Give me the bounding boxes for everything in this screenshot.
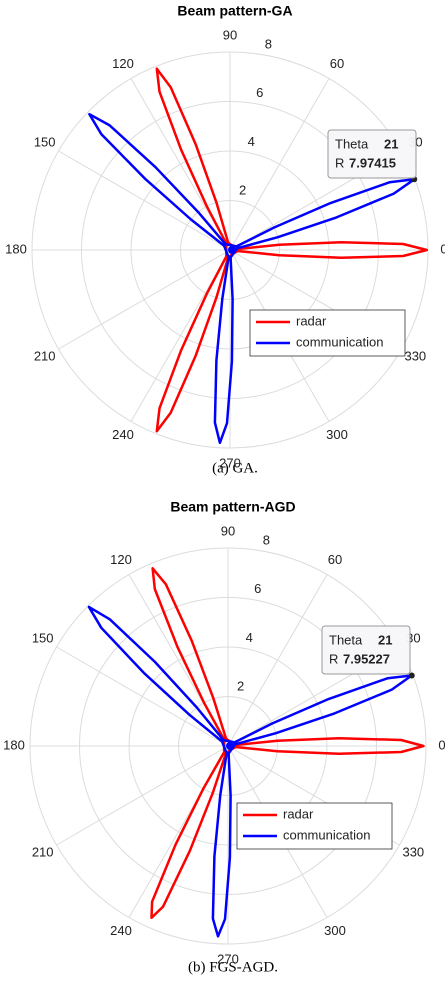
theta-tick-label: 90 bbox=[223, 27, 237, 42]
theta-tick-label: 210 bbox=[32, 844, 54, 859]
polar-chart: Beam pattern-AGD(b) FGS-AGD.030609012015… bbox=[3, 499, 445, 976]
theta-grid-line bbox=[56, 745, 229, 846]
datatip-theta: 21 bbox=[378, 632, 392, 647]
theta-tick-label: 330 bbox=[402, 844, 424, 859]
theta-grid-line bbox=[58, 150, 231, 251]
theta-grid-line bbox=[229, 78, 330, 251]
theta-tick-label: 150 bbox=[32, 630, 54, 645]
theta-grid-line bbox=[58, 249, 231, 350]
legend-label: communication bbox=[283, 827, 370, 842]
beam-line bbox=[87, 605, 413, 938]
theta-tick-label: 60 bbox=[330, 56, 344, 71]
legend-box bbox=[249, 309, 406, 357]
r-tick-label: 4 bbox=[246, 630, 253, 645]
r-tick-label: 2 bbox=[237, 679, 244, 694]
theta-tick-label: 90 bbox=[221, 523, 235, 538]
chart-title: Beam pattern-AGD bbox=[170, 499, 295, 515]
datatip-r: 7.95227 bbox=[343, 651, 390, 666]
datatip-theta-label: Theta bbox=[335, 136, 369, 151]
theta-grid-line bbox=[227, 574, 328, 747]
caption: (b) FGS-AGD. bbox=[188, 959, 278, 975]
datatip-r-label: R bbox=[329, 651, 338, 666]
theta-tick-label: 120 bbox=[110, 552, 132, 567]
r-tick-label: 8 bbox=[265, 36, 272, 51]
theta-tick-label: 240 bbox=[110, 923, 132, 938]
theta-tick-label: 60 bbox=[328, 552, 342, 567]
legend-label: radar bbox=[296, 313, 327, 328]
polar-chart: Beam pattern-GA(a) GA.030609012015018021… bbox=[5, 3, 445, 477]
datatip-box bbox=[321, 625, 411, 675]
datatip-theta-label: Theta bbox=[329, 632, 363, 647]
datatip-point bbox=[408, 672, 415, 679]
legend-box bbox=[236, 802, 393, 850]
chart-title: Beam pattern-GA bbox=[177, 3, 292, 19]
theta-tick-label: 300 bbox=[324, 923, 346, 938]
r-tick-label: 8 bbox=[263, 532, 270, 547]
legend-label: radar bbox=[283, 806, 314, 821]
datatip-r: 7.97415 bbox=[349, 155, 396, 170]
theta-tick-label: 270 bbox=[219, 455, 241, 470]
datatip-theta: 21 bbox=[384, 136, 398, 151]
datatip-box bbox=[327, 129, 417, 179]
theta-tick-label: 240 bbox=[112, 427, 134, 442]
legend-label: communication bbox=[296, 334, 383, 349]
r-tick-label: 6 bbox=[256, 85, 263, 100]
beam-line bbox=[150, 567, 425, 920]
theta-tick-label: 120 bbox=[112, 56, 134, 71]
beam-line bbox=[155, 67, 429, 433]
theta-grid-line bbox=[56, 646, 229, 747]
theta-tick-label: 150 bbox=[34, 134, 56, 149]
center-marker bbox=[228, 246, 236, 254]
theta-tick-label: 0 bbox=[438, 737, 445, 752]
caption: (a) GA. bbox=[212, 460, 258, 476]
r-tick-label: 2 bbox=[239, 183, 246, 198]
theta-tick-label: 300 bbox=[326, 427, 348, 442]
theta-tick-label: 330 bbox=[404, 348, 426, 363]
r-tick-label: 4 bbox=[248, 134, 255, 149]
datatip-r-label: R bbox=[335, 155, 344, 170]
theta-tick-label: 270 bbox=[217, 951, 239, 966]
theta-tick-label: 180 bbox=[3, 737, 25, 752]
theta-tick-label: 0 bbox=[440, 241, 445, 256]
theta-tick-label: 180 bbox=[5, 241, 27, 256]
center-marker bbox=[226, 742, 234, 750]
beam-line bbox=[88, 112, 416, 445]
theta-tick-label: 210 bbox=[34, 348, 56, 363]
r-tick-label: 6 bbox=[254, 581, 261, 596]
